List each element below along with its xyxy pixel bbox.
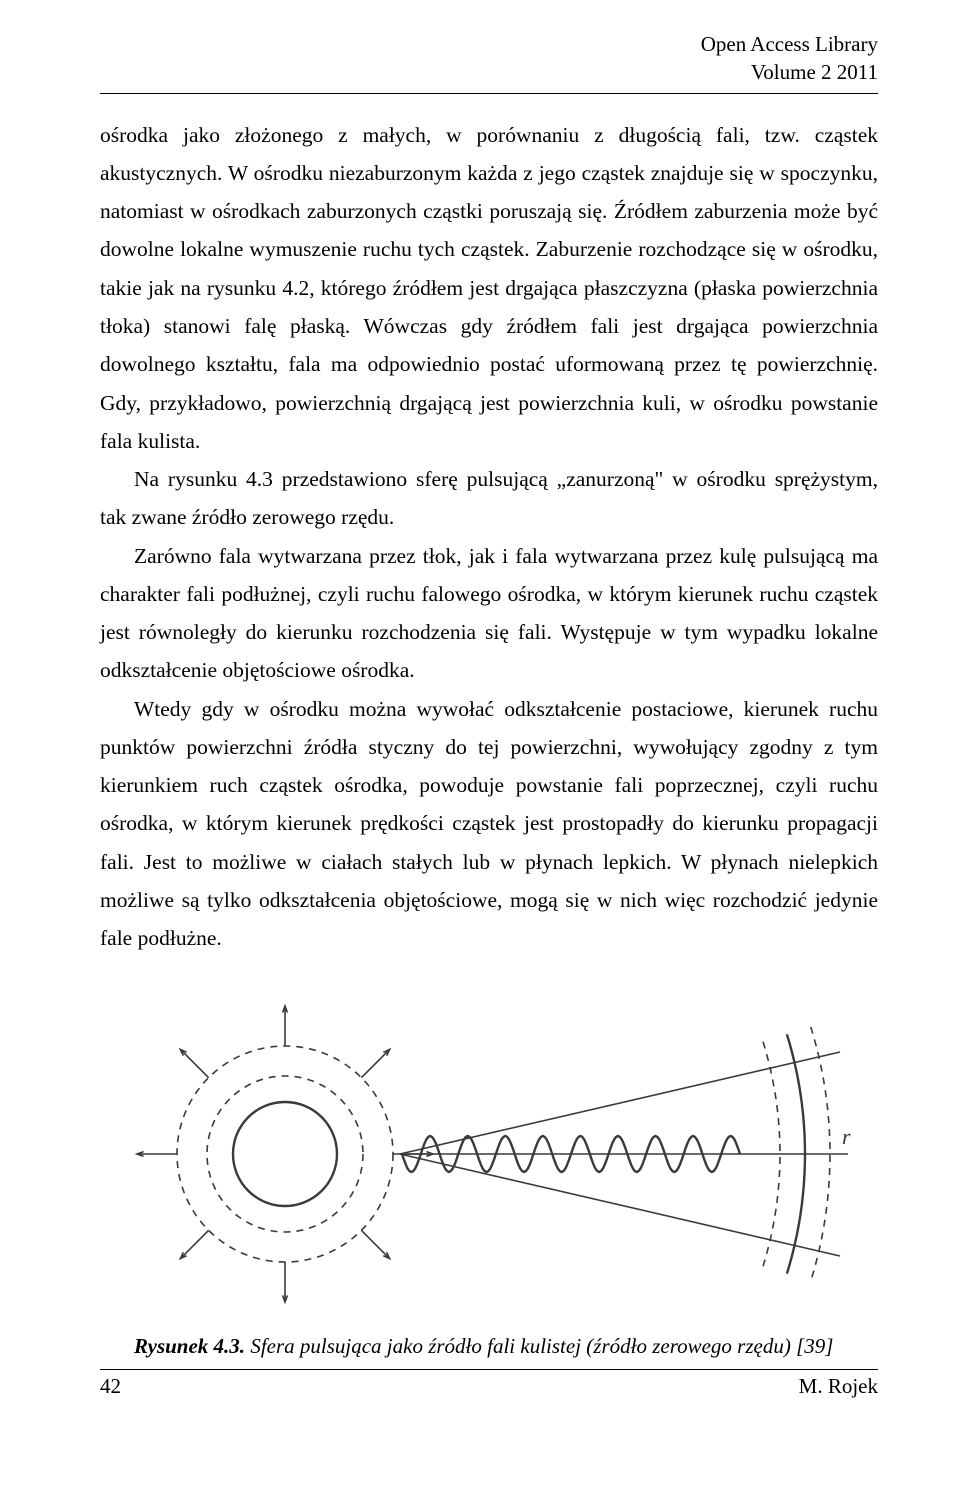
para-3: Zarówno fala wytwarzana przez tłok, jak … (100, 537, 878, 690)
svg-text:r: r (842, 1124, 851, 1149)
para-4: Wtedy gdy w ośrodku można wywołać odkszt… (100, 690, 878, 958)
rule-top (100, 93, 878, 94)
header-volume: Volume 2 2011 (100, 58, 878, 86)
page-header: Open Access Library Volume 2 2011 (100, 30, 878, 87)
figure-caption: Rysunek 4.3. Sfera pulsująca jako źródło… (100, 1334, 878, 1359)
rule-bottom (100, 1369, 878, 1370)
figure-caption-text: Sfera pulsująca jako źródło fali kuliste… (245, 1334, 833, 1358)
page-footer: 42 M. Rojek (100, 1374, 878, 1399)
para-2: Na rysunku 4.3 przedstawiono sferę pulsu… (100, 460, 878, 537)
footer-author: M. Rojek (799, 1374, 878, 1399)
figure-4-3: r Rysunek 4.3. Sfera pulsująca jako źród… (100, 994, 878, 1359)
figure-label: Rysunek 4.3. (134, 1334, 245, 1358)
page-number: 42 (100, 1374, 121, 1399)
para-1: ośrodka jako złożonego z małych, w porów… (100, 116, 878, 460)
body-text: ośrodka jako złożonego z małych, w porów… (100, 116, 878, 958)
header-source: Open Access Library (100, 30, 878, 58)
figure-diagram: r (100, 994, 878, 1314)
